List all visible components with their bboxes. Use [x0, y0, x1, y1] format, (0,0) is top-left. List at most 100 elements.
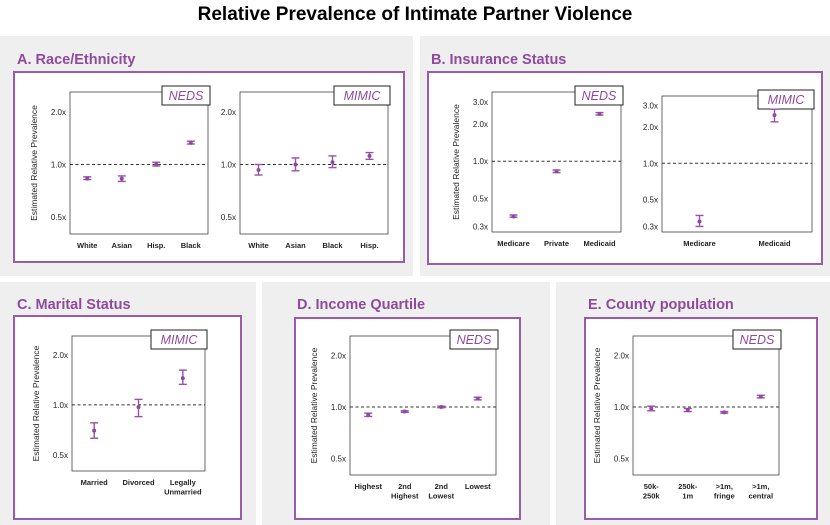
data-point — [439, 404, 444, 409]
data-point — [256, 167, 261, 172]
source-label: MIMIC — [161, 333, 199, 347]
y-axis-label: Estimated Relative Prevalence — [451, 104, 461, 220]
x-tick-label: Medicare — [497, 239, 530, 248]
plot-area — [349, 335, 497, 476]
data-point — [511, 214, 516, 219]
y-tick-label: 2.0x — [53, 351, 68, 360]
y-tick-label: 1.0x — [473, 157, 488, 166]
x-tick-label: >1m, — [716, 482, 733, 491]
data-point — [85, 176, 90, 181]
y-axis-label: Estimated Relative Prevalence — [31, 345, 41, 461]
x-tick-label: Medicaid — [758, 239, 791, 248]
plot-area — [632, 335, 780, 476]
data-point — [597, 111, 602, 116]
x-tick-label: Lowest — [465, 482, 491, 491]
x-tick-label: Black — [322, 241, 343, 250]
x-tick-label: 2nd — [435, 482, 449, 491]
data-point — [136, 405, 141, 410]
y-tick-label: 0.5x — [473, 195, 488, 204]
data-point — [293, 162, 298, 167]
data-point — [649, 406, 654, 411]
x-tick-label: 2nd — [398, 482, 412, 491]
source-badge — [732, 329, 782, 350]
y-axis-label: Estimated Relative Prevalence — [309, 347, 319, 463]
data-point — [367, 153, 372, 158]
chart-1: 2.0x 1.0x 0.5x Estimated Relative Prevalenc… — [29, 85, 211, 250]
chart-3: 3.0x 2.0x 1.0x 0.5x 0.3x Estimated Relative P… — [451, 85, 624, 248]
x-tick-label: Highest — [354, 482, 382, 491]
y-tick-label: 1.0x — [221, 160, 236, 169]
data-point — [92, 428, 97, 433]
chart-2: 2.0x 1.0x 0.5x White Asian Black Hisp. MIMIC — [221, 85, 391, 250]
x-tick-label: fringe — [714, 492, 735, 501]
plot-area — [69, 91, 209, 235]
y-tick-label: 3.0x — [643, 102, 658, 111]
y-tick-label: 2.0x — [614, 351, 629, 360]
data-point — [119, 176, 124, 181]
x-tick-label: Hisp. — [360, 241, 378, 250]
y-tick-label: 0.5x — [614, 454, 629, 463]
chart-6: 2.0x 1.0x 0.5x Estimated Relative Prevalenc… — [309, 329, 499, 501]
panel-title: D. Income Quartile — [297, 297, 425, 313]
y-tick-label: 2.0x — [331, 351, 346, 360]
source-badge — [333, 85, 391, 106]
data-point — [685, 407, 690, 412]
y-tick-label: 1.0x — [614, 403, 629, 412]
source-badge — [574, 85, 624, 106]
source-label: NEDS — [169, 89, 204, 103]
data-point — [554, 169, 559, 174]
data-point — [180, 376, 185, 381]
y-tick-label: 1.0x — [51, 160, 66, 169]
x-tick-label: central — [748, 492, 773, 501]
y-tick-label: 0.5x — [51, 213, 66, 222]
source-label: MIMIC — [344, 89, 382, 103]
source-label: MIMIC — [768, 93, 806, 107]
x-tick-label: Black — [181, 241, 202, 250]
x-tick-label: Private — [544, 239, 569, 248]
data-point — [475, 396, 480, 401]
x-tick-label: Medicaid — [583, 239, 616, 248]
x-tick-label: Married — [81, 478, 109, 487]
panel-title: B. Insurance Status — [431, 52, 566, 68]
x-tick-label: 250k- — [678, 482, 698, 491]
data-point — [772, 113, 777, 118]
data-point — [722, 410, 727, 415]
y-tick-label: 0.3x — [473, 222, 488, 231]
data-point — [758, 394, 763, 399]
data-point — [154, 162, 159, 167]
y-tick-label: 2.0x — [473, 120, 488, 129]
x-tick-label: Divorced — [122, 478, 155, 487]
y-tick-label: 1.0x — [643, 159, 658, 168]
source-badge — [757, 89, 815, 110]
data-point — [402, 409, 407, 414]
figure-title: Relative Prevalence of Intimate Partner … — [197, 4, 633, 25]
x-tick-label: >1m, — [752, 482, 769, 491]
y-axis-label: Estimated Relative Prevalence — [29, 105, 39, 221]
y-tick-label: 0.5x — [53, 451, 68, 460]
y-tick-label: 3.0x — [473, 98, 488, 107]
x-tick-label: Asian — [112, 241, 133, 250]
x-tick-label: Unmarried — [164, 488, 202, 497]
y-tick-label: 2.0x — [643, 123, 658, 132]
y-tick-label: 0.5x — [221, 213, 236, 222]
panel-title: A. Race/Ethnicity — [17, 52, 135, 68]
plot-area — [239, 91, 389, 235]
source-label: NEDS — [740, 333, 775, 347]
y-tick-label: 2.0x — [51, 108, 66, 117]
data-point — [366, 412, 371, 417]
source-badge — [161, 85, 211, 106]
panel-title: E. County population — [588, 297, 734, 313]
chart-5: 2.0x 1.0x 0.5x Estimated Relative Prevalenc… — [31, 329, 208, 497]
y-tick-label: 0.5x — [643, 196, 658, 205]
x-tick-label: White — [248, 241, 268, 250]
y-tick-label: 1.0x — [53, 401, 68, 410]
y-axis-label: Estimated Relative Prevalence — [592, 347, 602, 463]
chart-4: 3.0x 2.0x 1.0x 0.5x 0.3x Medicare Medicaid MIMI… — [643, 89, 815, 248]
x-tick-label: Lowest — [428, 492, 454, 501]
x-tick-label: Asian — [285, 241, 306, 250]
source-badge — [150, 329, 208, 350]
x-tick-label: Hisp. — [147, 241, 165, 250]
plot-area — [661, 95, 813, 233]
source-label: NEDS — [457, 333, 492, 347]
